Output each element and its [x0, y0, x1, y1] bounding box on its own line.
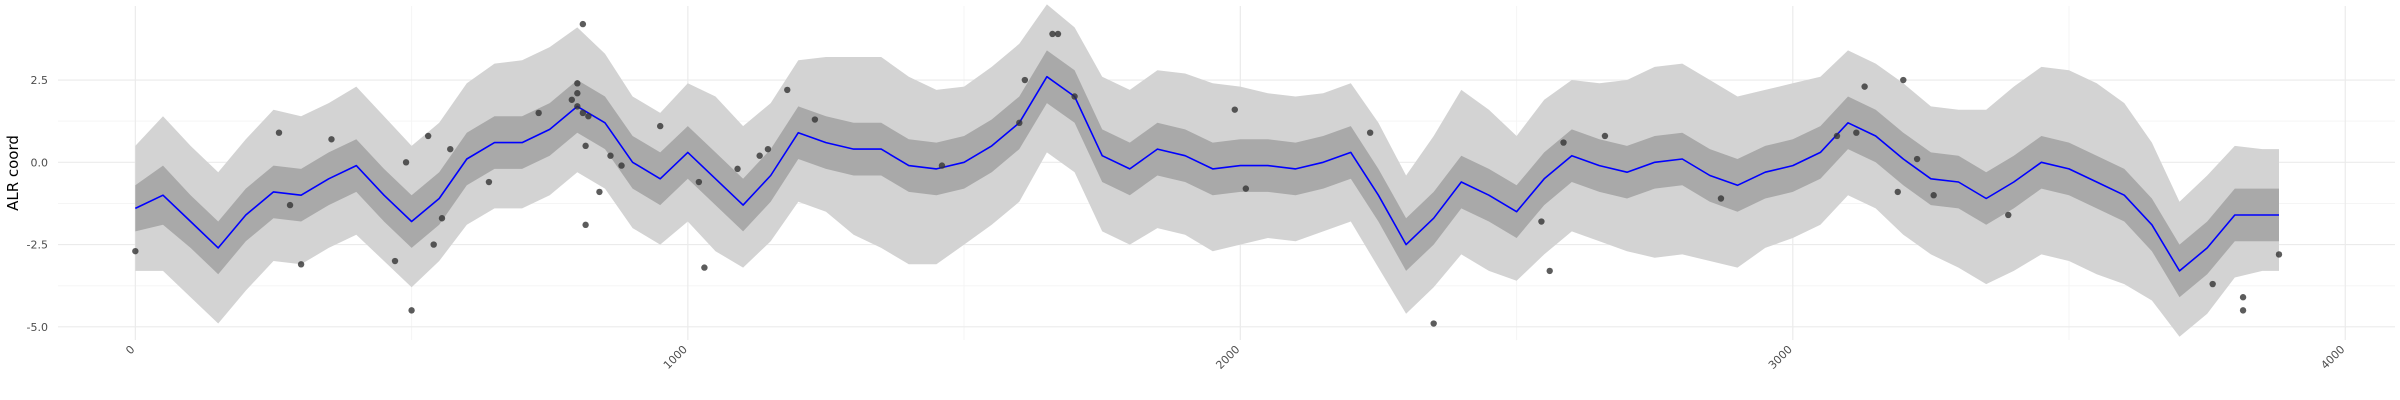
data-point — [1546, 267, 1553, 275]
mean-line — [134, 75, 2279, 272]
data-point — [579, 20, 587, 28]
data-point — [582, 142, 589, 150]
data-point — [1538, 218, 1545, 225]
data-point — [1430, 320, 1437, 327]
x-tick-label: 0 — [123, 343, 137, 357]
data-point — [618, 162, 625, 169]
data-point — [1853, 129, 1860, 136]
data-point — [535, 109, 542, 117]
data-point — [1833, 132, 1841, 140]
data-point — [607, 152, 614, 159]
data-point — [1231, 106, 1238, 113]
data-point — [408, 307, 415, 314]
data-point — [424, 132, 432, 140]
data-point — [1900, 76, 1907, 84]
y-tick-label: 0.0 — [31, 156, 49, 169]
data-point — [1049, 30, 1056, 38]
data-point — [1366, 129, 1374, 136]
data-point — [328, 136, 335, 143]
inner-interval-band — [135, 50, 2279, 298]
x-tick-label: 4000 — [2318, 343, 2347, 372]
data-point — [579, 109, 587, 117]
data-point — [756, 152, 763, 159]
y-tick-label: -5.0 — [27, 321, 48, 334]
y-tick-label: 2.5 — [31, 74, 49, 87]
data-point — [1071, 93, 1078, 100]
y-axis-title: ALR coord — [4, 135, 22, 211]
data-point — [391, 257, 399, 265]
band-layer — [135, 4, 2279, 337]
data-point — [286, 201, 294, 209]
line-layer — [134, 75, 2279, 272]
data-point — [1894, 188, 1901, 196]
data-point — [1054, 30, 1062, 38]
data-point — [132, 247, 139, 255]
data-point — [568, 96, 576, 103]
data-point — [938, 162, 946, 169]
data-point — [764, 145, 772, 153]
data-point — [2275, 251, 2283, 258]
data-point — [695, 178, 703, 186]
data-point — [585, 113, 592, 120]
data-point — [1021, 76, 1029, 84]
data-point — [701, 264, 708, 271]
data-point — [1717, 195, 1725, 202]
data-point — [1930, 192, 1937, 199]
data-point — [596, 188, 603, 196]
data-point — [438, 215, 446, 222]
data-point — [1016, 119, 1023, 127]
data-point — [485, 178, 493, 186]
data-point — [2239, 294, 2247, 301]
data-point — [2239, 307, 2247, 314]
data-point — [1861, 83, 1868, 90]
data-point — [784, 86, 791, 94]
data-point — [1601, 132, 1609, 140]
x-tick-label: 3000 — [1766, 343, 1795, 372]
data-point — [582, 221, 589, 229]
data-point — [430, 241, 437, 248]
data-point — [657, 122, 664, 130]
data-point — [1560, 139, 1567, 146]
data-point — [2209, 280, 2216, 288]
x-tick-label: 1000 — [661, 343, 690, 372]
data-point — [574, 80, 581, 87]
data-point — [447, 145, 454, 153]
y-tick-label: -2.5 — [27, 239, 48, 252]
data-point — [402, 159, 410, 166]
point-layer — [132, 20, 2283, 327]
data-point — [734, 165, 741, 173]
data-point — [811, 116, 819, 123]
data-point — [275, 129, 283, 136]
data-point — [297, 261, 305, 268]
data-point — [574, 103, 581, 110]
x-tick-label: 2000 — [1213, 343, 1242, 372]
data-point — [574, 90, 581, 97]
data-point — [1913, 155, 1921, 163]
data-point — [2005, 211, 2012, 219]
data-point — [1242, 185, 1250, 192]
